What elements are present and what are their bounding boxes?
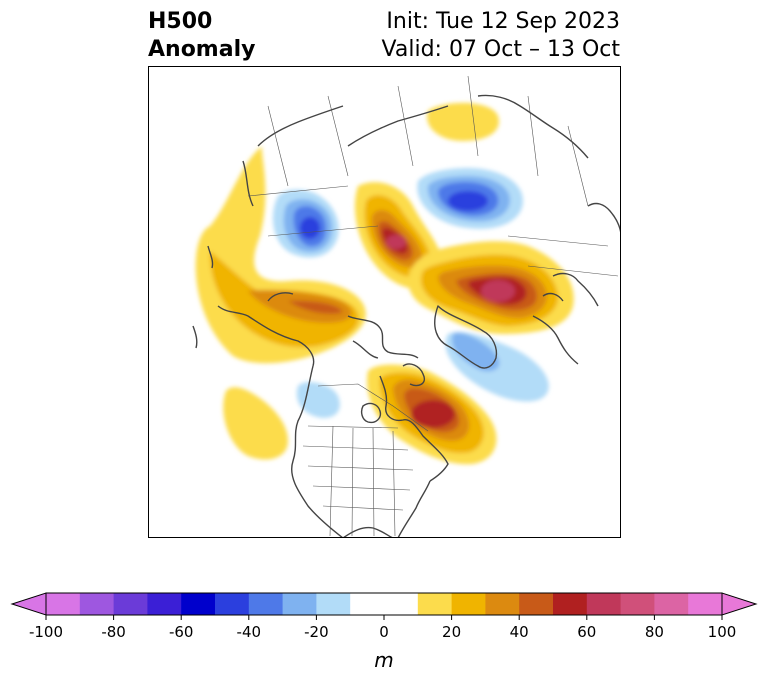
colorbar-segment (384, 593, 419, 615)
trough-russia (417, 168, 523, 229)
title-left: H500 Anomaly (148, 8, 255, 64)
title-type: Anomaly (148, 37, 256, 62)
colorbar-tick-label: -60 (169, 623, 194, 641)
valid-range: Valid: 07 Oct – 13 Oct (381, 37, 620, 62)
colorbar-segment (79, 593, 115, 615)
colorbar-segment (485, 593, 520, 615)
ridge-pacific-low (223, 387, 288, 460)
map-frame (148, 66, 621, 538)
colorbar-tick-label: 100 (708, 623, 737, 641)
init-date: Init: Tue 12 Sep 2023 (386, 9, 620, 34)
ridge-north-atlantic-scandinavia (408, 241, 574, 334)
ridge-arctic-ocean (427, 102, 499, 141)
colorbar-segment (147, 593, 182, 615)
colorbar-tick-label: -100 (29, 623, 63, 641)
colorbar-segment (113, 593, 148, 615)
colorbar-tick-label: 40 (510, 623, 529, 641)
colorbar-tick-label: -80 (101, 623, 126, 641)
colorbar-boxes (10, 592, 758, 616)
colorbar-segment (215, 593, 250, 615)
colorbar-segment (181, 593, 216, 615)
colorbar-tick-label: -40 (237, 623, 262, 641)
colorbar-segment (316, 593, 351, 615)
title-right: Init: Tue 12 Sep 2023 Valid: 07 Oct – 13… (382, 8, 620, 64)
colorbar-tick-label: -20 (304, 623, 329, 641)
colorbar-segment (46, 593, 81, 615)
anomaly-map (148, 66, 621, 538)
colorbar-unit-label: m (374, 648, 393, 672)
ridge-east-canada-greenland (367, 364, 497, 465)
colorbar-segment (688, 593, 723, 615)
colorbar-segment (248, 593, 284, 615)
colorbar-tick-label: 60 (577, 623, 596, 641)
colorbar-segment (654, 593, 689, 615)
colorbar-ticks: -100 -80 -60 -40 -20 0 20 40 60 80 100 (29, 615, 736, 641)
political-borders (247, 75, 619, 537)
colorbar-segment (282, 593, 317, 615)
colorbar-segment (620, 593, 655, 615)
coastlines (192, 94, 621, 538)
trough-west-europe (273, 189, 339, 258)
colorbar-segment (519, 593, 554, 615)
colorbar-segment (553, 593, 588, 615)
colorbar-tick-label: 20 (442, 623, 461, 641)
colorbar-extend-high (721, 592, 758, 616)
colorbar-segment (451, 593, 486, 615)
colorbar-extend-low (10, 592, 47, 616)
colorbar-segment (586, 593, 622, 615)
colorbar-tick-label: 0 (379, 623, 389, 641)
colorbar-tick-label: 80 (645, 623, 664, 641)
trough-canadian-arctic (445, 332, 549, 402)
colorbar-segment (417, 593, 453, 615)
title-variable: H500 (148, 9, 213, 34)
colorbar-segment (350, 593, 385, 615)
colorbar: -100 -80 -60 -40 -20 0 20 40 60 80 100 m (10, 592, 758, 672)
ridge-bering-alaska (195, 146, 366, 364)
